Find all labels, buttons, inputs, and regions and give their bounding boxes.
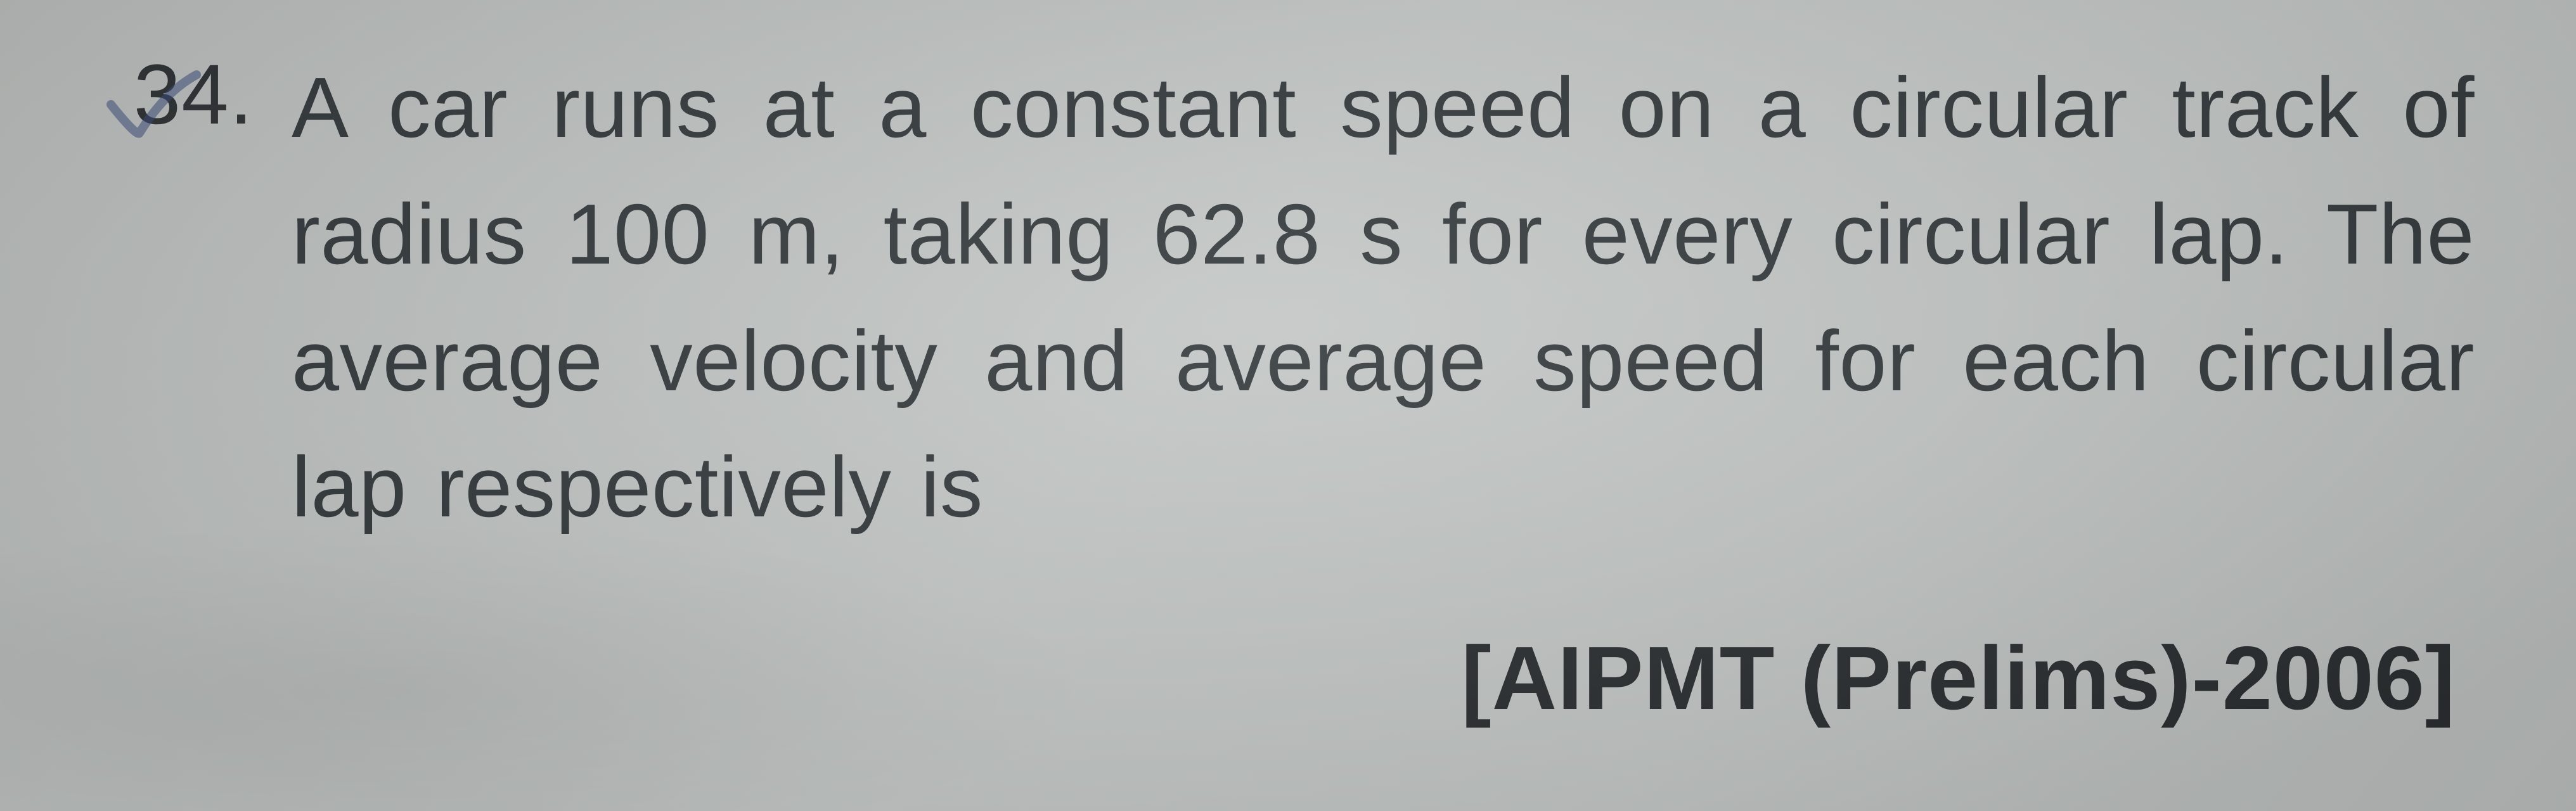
question-text: A car runs at a constant speed on a circ… — [292, 44, 2481, 551]
page: 34. A car runs at a constant speed on a … — [0, 0, 2576, 811]
question-source: [AIPMT (Prelims)-2006] — [127, 627, 2481, 731]
question-number-wrap: 34. — [127, 44, 292, 146]
question-row: 34. A car runs at a constant speed on a … — [127, 44, 2481, 551]
question-number: 34. — [134, 48, 254, 142]
